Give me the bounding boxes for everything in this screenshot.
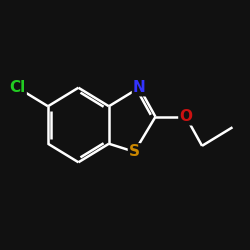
Text: S: S: [129, 144, 140, 159]
Text: O: O: [180, 109, 192, 124]
Text: Cl: Cl: [10, 80, 26, 95]
Text: N: N: [133, 80, 146, 95]
